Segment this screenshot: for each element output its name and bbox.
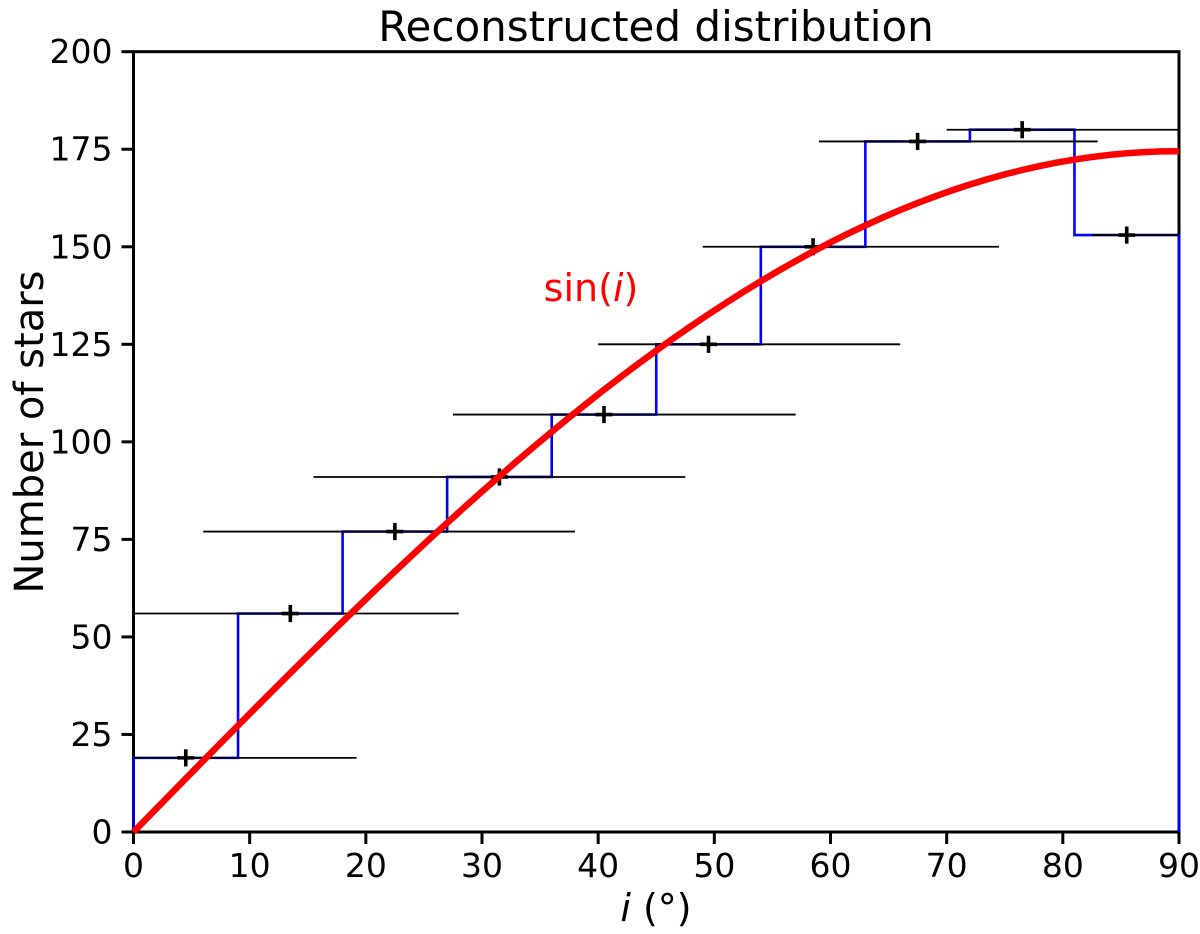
chart-title: Reconstructed distribution xyxy=(378,2,934,51)
y-tick-label: 0 xyxy=(92,813,113,852)
sine-curve xyxy=(131,147,1180,835)
x-axis-label-variable: i xyxy=(620,886,631,930)
y-tick-label: 175 xyxy=(50,130,113,169)
x-axis-label: i (°) xyxy=(133,886,1179,930)
y-tick-label: 50 xyxy=(71,617,113,656)
y-axis-label: Number of stars xyxy=(7,270,53,594)
curve-label-variable: i xyxy=(612,266,624,310)
y-tick-label: 200 xyxy=(50,32,113,71)
y-tick-label: 100 xyxy=(50,422,113,461)
x-tick-label: 0 xyxy=(123,846,144,885)
x-tick-label: 10 xyxy=(229,846,271,885)
y-tick-label: 125 xyxy=(50,325,113,364)
x-tick-label: 20 xyxy=(345,846,387,885)
curve-label: sin(i) xyxy=(544,266,639,310)
x-tick-label: 90 xyxy=(1158,846,1200,885)
x-tick-label: 50 xyxy=(693,846,735,885)
histogram-step xyxy=(132,128,1181,832)
x-tick-label: 60 xyxy=(810,846,852,885)
x-axis-label-unit: (°) xyxy=(630,886,692,930)
y-tick-label: 25 xyxy=(71,715,113,754)
y-tick-label: 75 xyxy=(71,520,113,559)
x-tick-label: 70 xyxy=(926,846,968,885)
curve-label-pre: sin( xyxy=(543,266,613,310)
x-tick-label: 80 xyxy=(1042,846,1084,885)
y-tick-label: 150 xyxy=(50,227,113,266)
x-tick-label: 40 xyxy=(577,846,619,885)
x-tick-label: 30 xyxy=(461,846,503,885)
curve-label-post: ) xyxy=(623,266,639,310)
